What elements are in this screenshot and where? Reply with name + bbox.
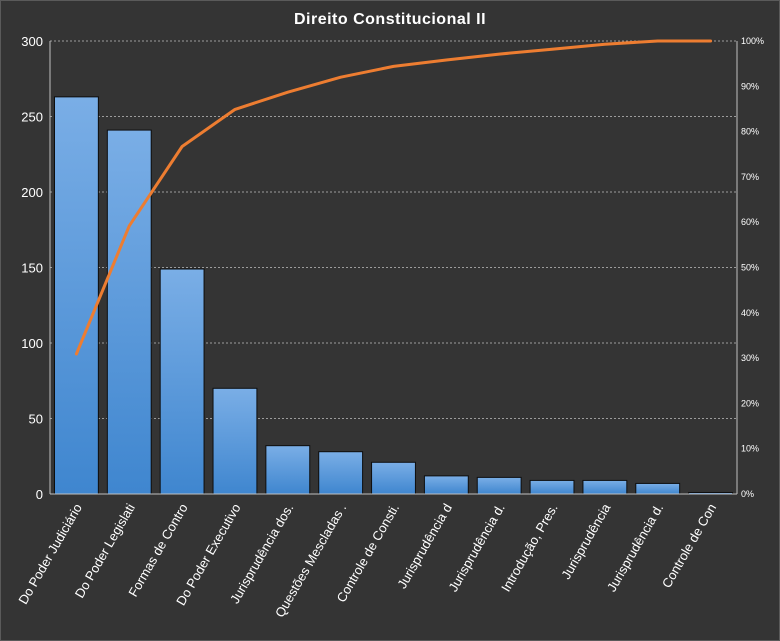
bar: [423, 475, 469, 495]
bar: [318, 451, 364, 495]
x-tick-label: Formas de Contro: [125, 501, 190, 599]
bar: [582, 479, 628, 495]
y2-tick-label: 20%: [741, 398, 759, 408]
x-tick-label: Jurisprudência d.: [604, 501, 666, 594]
y-tick-label: 50: [29, 412, 43, 427]
chart-title: Direito Constitucional II: [294, 11, 486, 28]
y2-tick-label: 50%: [741, 263, 759, 273]
bar: [212, 387, 258, 495]
bar: [635, 482, 681, 495]
bar: [265, 445, 311, 495]
x-tick-label: Controle de Con: [659, 501, 719, 590]
y-tick-label: 250: [21, 110, 43, 125]
x-tick-label: Jurisprudência: [558, 500, 614, 581]
y2-tick-label: 30%: [741, 353, 759, 363]
bar: [106, 129, 152, 495]
gridlines: [50, 40, 737, 419]
x-tick-label: Jurisprudência d.: [445, 501, 507, 594]
bar: [476, 476, 522, 495]
secondary-y-axis: 0% 10% 20% 30% 40% 50% 60% 70% 80% 90% 100%: [736, 36, 764, 499]
cumulative-line-layer: [74, 39, 713, 356]
bar: [53, 96, 99, 495]
y2-tick-label: 80%: [741, 127, 759, 137]
y2-tick-label: 100%: [741, 36, 764, 46]
y-tick-label: 100: [21, 336, 43, 351]
y2-tick-label: 0%: [741, 489, 754, 499]
x-tick-label: Jurisprudência d: [394, 501, 455, 591]
x-tick-label: Introdução, Pres.: [498, 501, 560, 594]
cumulative-percentage-line: [74, 39, 713, 356]
y2-tick-label: 90%: [741, 81, 759, 91]
y-tick-label: 300: [21, 34, 43, 49]
y-axis: 0 50 100 150 200 250 300: [21, 34, 51, 502]
y-tick-label: 0: [36, 487, 43, 502]
y-tick-label: 200: [21, 185, 43, 200]
bar: [159, 268, 205, 495]
bars: [53, 96, 734, 495]
y2-tick-label: 70%: [741, 172, 759, 182]
y2-tick-label: 40%: [741, 308, 759, 318]
y-tick-label: 150: [21, 261, 43, 276]
y2-tick-label: 10%: [741, 444, 759, 454]
y2-tick-label: 60%: [741, 217, 759, 227]
bar: [371, 461, 416, 495]
bar: [529, 479, 575, 495]
